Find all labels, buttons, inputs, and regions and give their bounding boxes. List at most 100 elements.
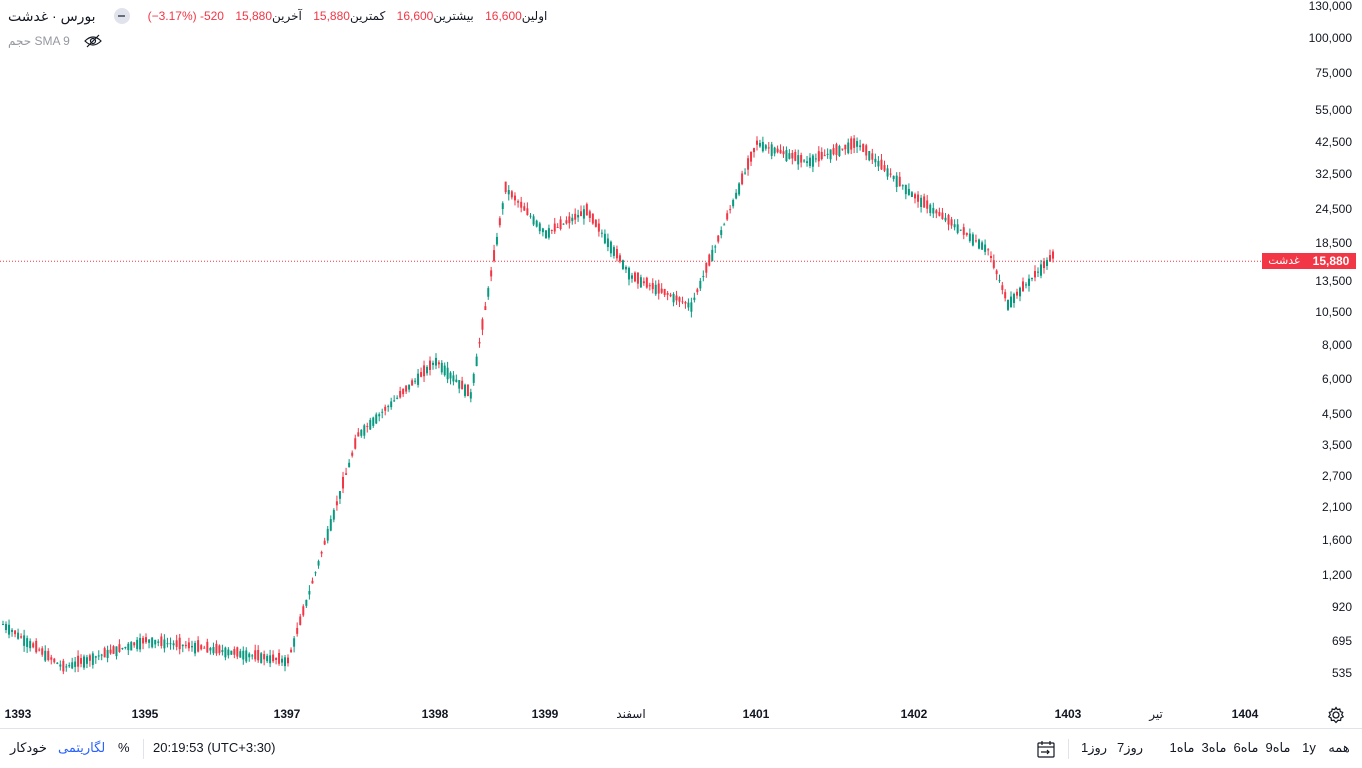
- candle-body: [429, 360, 432, 371]
- candle-body: [971, 234, 974, 246]
- time-tick-label: اسفند: [616, 707, 646, 721]
- candle-body: [14, 630, 17, 635]
- range-button[interactable]: 3ماه: [1201, 740, 1227, 755]
- candle-body: [711, 249, 714, 262]
- candle-body: [968, 233, 971, 241]
- candle-body: [91, 653, 94, 665]
- candle-body: [426, 366, 429, 374]
- candle-body: [452, 375, 455, 382]
- candle-body: [411, 380, 414, 386]
- price-scale[interactable]: 130,000 100,000 75,000 55,000 42,500 32,500 24…: [1306, 0, 1362, 700]
- price-tick-label: 75,000: [1315, 65, 1352, 80]
- candle-body: [200, 645, 203, 650]
- clock-timezone[interactable]: 20:19:53 (UTC+3:30): [153, 740, 276, 755]
- time-tick-label: 1398: [421, 707, 449, 721]
- candle-body: [702, 276, 705, 278]
- candle-body: [417, 373, 420, 385]
- candle-body: [194, 642, 197, 654]
- time-axis[interactable]: 1393 1395 1397 1398 1399 اسفند 1401 1402 1403 تیر…: [0, 700, 1306, 728]
- candle-body: [172, 643, 175, 646]
- range-button[interactable]: همه: [1328, 740, 1350, 755]
- candle-body: [678, 297, 681, 302]
- candle-body: [811, 155, 814, 167]
- candle-body: [758, 142, 761, 147]
- range-button[interactable]: 1روز: [1080, 740, 1108, 755]
- range-button[interactable]: 6ماه: [1233, 740, 1259, 755]
- candle-body: [260, 653, 263, 663]
- price-tick-label: 42,500: [1315, 134, 1352, 149]
- candle-body: [717, 235, 720, 242]
- price-tick-label: 130,000: [1308, 0, 1352, 13]
- candle-body: [1013, 293, 1015, 304]
- candle-body: [541, 228, 544, 233]
- sma-indicator-label[interactable]: حجم SMA 9: [8, 34, 70, 48]
- change-value: -520: [199, 9, 224, 23]
- range-button[interactable]: 7روز: [1116, 740, 1144, 755]
- candle-body: [523, 206, 526, 211]
- candle-body: [1001, 285, 1004, 290]
- candle-body: [423, 365, 426, 377]
- candle-body: [880, 159, 883, 170]
- price-tick-label: 2,700: [1321, 469, 1352, 484]
- candle-body: [594, 219, 597, 227]
- candle-body: [621, 260, 624, 269]
- symbol-legend: بورس · غدشت اولین16,600 بیشترین16,600 کم…: [8, 6, 555, 26]
- gear-icon[interactable]: [1327, 706, 1345, 724]
- candle-body: [221, 650, 224, 652]
- price-tick-label: 55,000: [1315, 103, 1352, 118]
- candle-body: [290, 649, 293, 653]
- candle-body: [487, 288, 490, 297]
- candle-body: [1022, 281, 1024, 292]
- candle-body: [526, 208, 529, 215]
- candle-body: [699, 280, 702, 289]
- candle-body: [764, 145, 767, 149]
- time-tick-label: 1401: [742, 707, 770, 721]
- candle-body: [850, 138, 853, 150]
- eye-hidden-icon[interactable]: [83, 34, 102, 48]
- candle-body: [323, 540, 326, 545]
- candle-body: [568, 216, 571, 224]
- range-button[interactable]: 9ماه: [1265, 740, 1291, 755]
- candle-body: [785, 150, 788, 162]
- candle-body: [233, 649, 236, 655]
- candle-body: [1037, 271, 1039, 273]
- range-button[interactable]: 1y: [1302, 740, 1316, 755]
- candle-body: [841, 148, 844, 150]
- candle-body: [726, 213, 729, 220]
- candle-body: [767, 147, 770, 149]
- candle-body: [747, 158, 750, 170]
- candle-body: [348, 462, 351, 468]
- candle-body: [490, 270, 493, 277]
- candle-body: [272, 654, 275, 662]
- candle-body: [360, 429, 363, 436]
- candle-body: [624, 266, 627, 270]
- log-scale-toggle[interactable]: لگاریتمی: [58, 740, 106, 755]
- candle-body: [414, 380, 417, 382]
- percent-scale-toggle[interactable]: %: [118, 740, 130, 755]
- candle-body: [636, 272, 639, 284]
- time-tick-label: 1404: [1231, 707, 1259, 721]
- candle-body: [32, 643, 35, 648]
- candle-body: [393, 400, 396, 402]
- indicator-legend: حجم SMA 9: [8, 32, 102, 50]
- collapse-legend-button[interactable]: [113, 8, 130, 24]
- symbol-title[interactable]: بورس · غدشت: [8, 7, 96, 24]
- candle-body: [761, 141, 764, 152]
- chart-pane[interactable]: [0, 0, 1306, 700]
- candle-body: [708, 254, 711, 266]
- time-tick-label: 1399: [531, 707, 559, 721]
- candle-body: [556, 226, 559, 228]
- calendar-goto-icon[interactable]: [1036, 739, 1056, 759]
- candle-body: [242, 650, 245, 660]
- candle-body: [148, 639, 151, 643]
- candle-body: [612, 247, 615, 256]
- candle-body: [1019, 287, 1021, 297]
- range-button[interactable]: 1ماه: [1169, 740, 1195, 755]
- price-chart[interactable]: [0, 0, 1306, 700]
- auto-scale-toggle[interactable]: خودکار: [10, 740, 47, 755]
- candle-body: [493, 250, 496, 262]
- candle-body: [354, 438, 357, 449]
- candle-body: [121, 648, 124, 650]
- candle-body: [750, 151, 753, 162]
- candle-body: [88, 655, 91, 661]
